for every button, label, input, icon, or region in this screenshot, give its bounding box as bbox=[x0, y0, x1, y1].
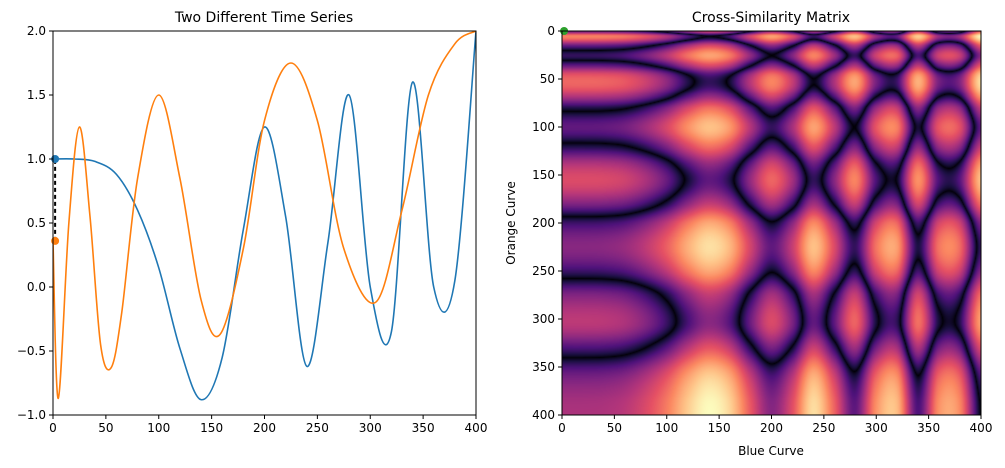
x-tick-label: 50 bbox=[607, 421, 622, 435]
left-plot-area: 0 50 100 150 200 250 300 350 400 −1.0 −0.5 0.0 0.5 1… bbox=[17, 24, 488, 435]
y-tick-label: 350 bbox=[532, 360, 555, 374]
left-markers-group bbox=[51, 155, 60, 245]
x-tick-label: 100 bbox=[655, 421, 678, 435]
x-tick-label: 300 bbox=[359, 421, 382, 435]
right-x-ticks: 0 50 100 150 200 250 300 350 400 bbox=[558, 415, 992, 435]
x-tick-label: 350 bbox=[917, 421, 940, 435]
y-tick-label: −0.5 bbox=[17, 344, 46, 358]
y-tick-label: 400 bbox=[532, 408, 555, 422]
x-tick-label: 200 bbox=[760, 421, 783, 435]
x-tick-label: 250 bbox=[812, 421, 835, 435]
y-tick-label: 0 bbox=[547, 24, 555, 38]
y-tick-label: 0.5 bbox=[27, 216, 46, 230]
y-tick-label: 300 bbox=[532, 312, 555, 326]
x-tick-label: 150 bbox=[708, 421, 731, 435]
right-x-axis-label: Blue Curve bbox=[738, 444, 804, 458]
y-tick-label: 1.5 bbox=[27, 88, 46, 102]
x-tick-label: 300 bbox=[865, 421, 888, 435]
x-tick-label: 200 bbox=[253, 421, 276, 435]
right-y-axis-label: Orange Curve bbox=[504, 181, 518, 265]
left-series-group bbox=[53, 31, 476, 401]
y-tick-label: 200 bbox=[532, 216, 555, 230]
x-tick-label: 350 bbox=[412, 421, 435, 435]
marker-orange bbox=[51, 236, 60, 245]
y-tick-label: 250 bbox=[532, 264, 555, 278]
x-tick-label: 50 bbox=[98, 421, 113, 435]
series-line-orange bbox=[53, 31, 476, 400]
right-y-ticks: 0 50 100 150 200 250 300 350 400 bbox=[532, 24, 562, 422]
x-tick-label: 0 bbox=[49, 421, 57, 435]
left-y-ticks: −1.0 −0.5 0.0 0.5 1.0 1.5 2.0 bbox=[17, 24, 53, 422]
series-line-blue bbox=[53, 31, 476, 401]
x-tick-label: 0 bbox=[558, 421, 566, 435]
x-tick-label: 400 bbox=[970, 421, 993, 435]
x-tick-label: 250 bbox=[306, 421, 329, 435]
x-tick-label: 400 bbox=[465, 421, 488, 435]
y-tick-label: 1.0 bbox=[27, 152, 46, 166]
y-tick-label: 100 bbox=[532, 120, 555, 134]
x-tick-label: 150 bbox=[200, 421, 223, 435]
right-plot-area: 0 50 100 150 200 250 300 350 400 0 50 100 150 200 250… bbox=[532, 24, 992, 435]
left-chart-title: Two Different Time Series bbox=[174, 10, 353, 26]
y-tick-label: 0.0 bbox=[27, 280, 46, 294]
cross-similarity-heatmap bbox=[562, 31, 981, 415]
left-axes-frame bbox=[52, 30, 477, 416]
y-tick-label: 2.0 bbox=[27, 24, 46, 38]
left-x-ticks: 0 50 100 150 200 250 300 350 400 bbox=[49, 415, 487, 435]
y-tick-label: 50 bbox=[540, 72, 555, 86]
x-tick-label: 100 bbox=[147, 421, 170, 435]
right-axes-frame bbox=[561, 30, 982, 416]
y-tick-label: 150 bbox=[532, 168, 555, 182]
right-chart-title: Cross-Similarity Matrix bbox=[692, 10, 850, 26]
y-tick-label: −1.0 bbox=[17, 408, 46, 422]
